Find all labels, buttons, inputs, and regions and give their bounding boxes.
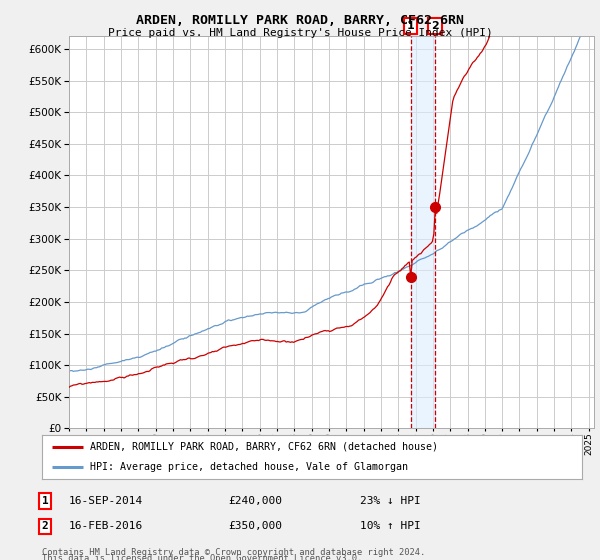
Text: 16-SEP-2014: 16-SEP-2014 (69, 496, 143, 506)
Text: Price paid vs. HM Land Registry's House Price Index (HPI): Price paid vs. HM Land Registry's House … (107, 28, 493, 38)
Text: ARDEN, ROMILLY PARK ROAD, BARRY, CF62 6RN: ARDEN, ROMILLY PARK ROAD, BARRY, CF62 6R… (136, 14, 464, 27)
Text: 10% ↑ HPI: 10% ↑ HPI (360, 521, 421, 531)
Bar (410, 36, 435, 428)
Text: 2: 2 (41, 521, 49, 531)
Text: 2: 2 (431, 21, 439, 31)
Text: £350,000: £350,000 (228, 521, 282, 531)
Text: 1: 1 (41, 496, 49, 506)
Text: HPI: Average price, detached house, Vale of Glamorgan: HPI: Average price, detached house, Vale… (89, 462, 407, 472)
Text: 1: 1 (407, 21, 415, 31)
Text: £240,000: £240,000 (228, 496, 282, 506)
Text: 23% ↓ HPI: 23% ↓ HPI (360, 496, 421, 506)
Text: This data is licensed under the Open Government Licence v3.0.: This data is licensed under the Open Gov… (42, 554, 362, 560)
Text: 16-FEB-2016: 16-FEB-2016 (69, 521, 143, 531)
Text: Contains HM Land Registry data © Crown copyright and database right 2024.: Contains HM Land Registry data © Crown c… (42, 548, 425, 557)
Text: ARDEN, ROMILLY PARK ROAD, BARRY, CF62 6RN (detached house): ARDEN, ROMILLY PARK ROAD, BARRY, CF62 6R… (89, 442, 437, 452)
